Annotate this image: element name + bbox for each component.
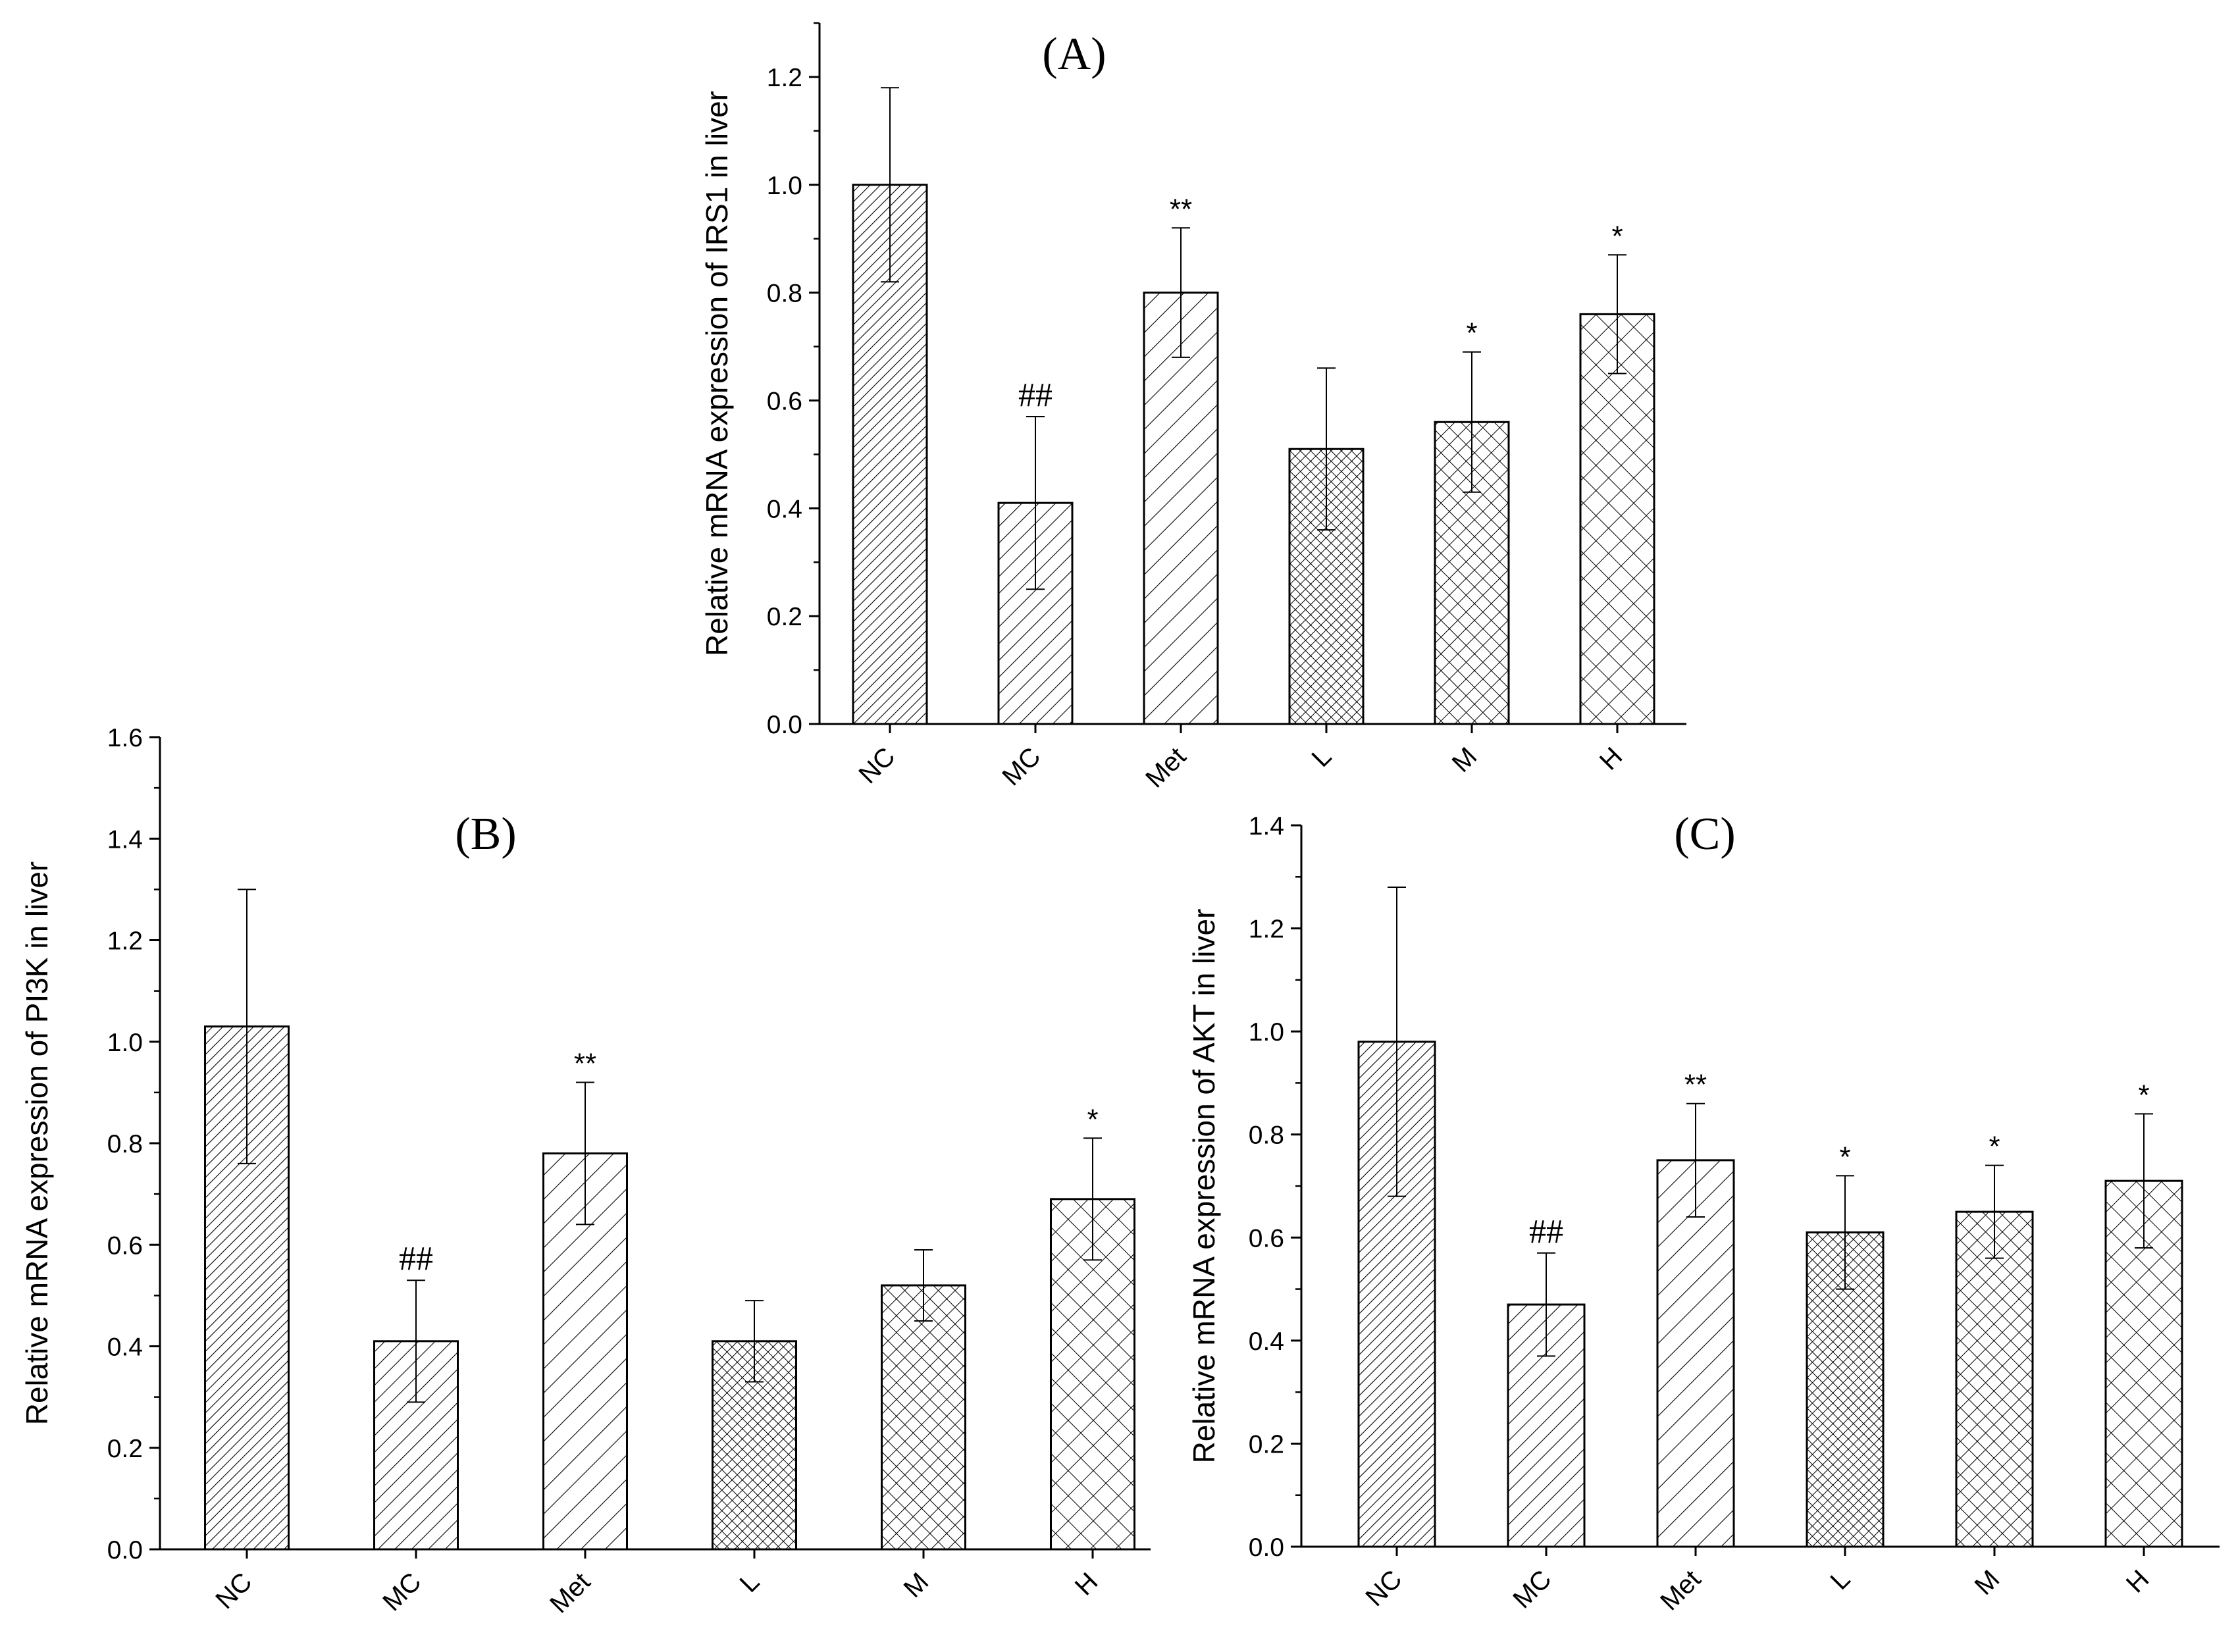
y-tick-label: 0.6 (1249, 1224, 1284, 1252)
y-tick-label: 0.4 (1249, 1328, 1284, 1356)
y-tick-label: 1.0 (767, 172, 802, 200)
x-category-label: H (1594, 742, 1628, 776)
y-tick-label: 1.0 (107, 1029, 143, 1057)
x-category-label: H (2121, 1564, 2155, 1599)
x-category-label: L (1825, 1564, 1856, 1595)
y-tick-label: 0.2 (107, 1435, 143, 1463)
bar-nc (1357, 1041, 1436, 1548)
bar-m (881, 1284, 966, 1551)
significance-label: ** (574, 1047, 596, 1079)
significance-label: * (1087, 1103, 1098, 1135)
x-category-label: NC (1360, 1564, 1407, 1612)
significance-label: ** (1684, 1069, 1707, 1101)
y-tick-label: 0.2 (1249, 1430, 1284, 1458)
significance-label: * (1989, 1131, 2000, 1163)
y-axis-title: Relative mRNA expression of PI3K in live… (20, 862, 54, 1425)
y-tick-label: 0.4 (107, 1333, 143, 1362)
x-category-label: M (1969, 1564, 2006, 1601)
x-category-label: MC (997, 742, 1046, 791)
x-category-label: Met (1655, 1564, 1706, 1616)
significance-label: ## (399, 1240, 433, 1278)
bar-l (712, 1340, 797, 1551)
x-category-label: Met (544, 1567, 596, 1618)
panel-label: (A) (1042, 29, 1106, 80)
y-tick-label: 0.2 (767, 603, 802, 631)
y-tick-label: 1.2 (107, 927, 143, 956)
bar-met (1656, 1159, 1735, 1548)
bar-met (1143, 292, 1219, 725)
chart-panel-a: 0.0 0.2 0.4 0.6 0.8 1.0 1.2 Relative mRNA expre… (700, 22, 1686, 794)
bar-h (1579, 313, 1655, 725)
y-tick-label: 0.0 (767, 711, 802, 739)
x-category-label: L (735, 1567, 766, 1598)
significance-label: ## (1529, 1213, 1563, 1251)
y-axis-title: Relative mRNA expression of IRS1 in live… (700, 91, 734, 656)
x-category-label: NC (853, 742, 900, 789)
y-tick-label: 0.0 (1249, 1534, 1284, 1562)
y-tick-label: 0.8 (767, 280, 802, 308)
panel-label: (C) (1674, 809, 1735, 860)
y-tick-label: 1.0 (1249, 1018, 1284, 1046)
y-tick-label: 0.6 (107, 1231, 143, 1260)
x-category-label: L (1307, 742, 1338, 773)
x-category-label: H (1070, 1567, 1104, 1601)
y-axis-title: Relative mRNA expression of AKT in liver (1187, 909, 1221, 1464)
y-tick-label: 0.4 (767, 495, 802, 523)
significance-label: ** (1170, 193, 1192, 225)
x-category-label: Met (1140, 742, 1191, 793)
y-tick-label: 1.4 (1249, 812, 1284, 840)
y-tick-label: 0.8 (107, 1130, 143, 1158)
y-tick-label: 1.2 (767, 64, 802, 92)
y-tick-label: 0.6 (767, 387, 802, 415)
x-category-label: MC (1507, 1564, 1557, 1614)
chart-panel-b: 0.0 0.2 0.4 0.6 0.8 1.0 1.2 1.4 1.6 Relative mRNA… (20, 724, 1151, 1619)
bar-m (1955, 1210, 2034, 1548)
chart-panel-c: 0.0 0.2 0.4 0.6 0.8 1.0 1.2 1.4 Relative mRNA ex… (1187, 809, 2220, 1616)
y-tick-label: 1.4 (107, 825, 143, 854)
significance-label: ## (1018, 376, 1053, 414)
x-category-label: NC (210, 1567, 257, 1614)
y-tick-label: 1.2 (1249, 916, 1284, 944)
y-tick-label: 1.6 (107, 724, 143, 752)
significance-label: * (2138, 1079, 2149, 1111)
significance-label: * (1839, 1141, 1850, 1173)
bar-l (1806, 1231, 1885, 1548)
significance-label: * (1611, 220, 1623, 252)
y-tick-label: 0.8 (1249, 1122, 1284, 1150)
y-tick-label: 0.0 (107, 1536, 143, 1564)
significance-label: * (1466, 317, 1477, 349)
x-category-label: M (1447, 742, 1483, 778)
panel-label: (B) (455, 809, 516, 860)
x-category-label: M (898, 1567, 935, 1603)
x-category-label: MC (377, 1567, 427, 1616)
